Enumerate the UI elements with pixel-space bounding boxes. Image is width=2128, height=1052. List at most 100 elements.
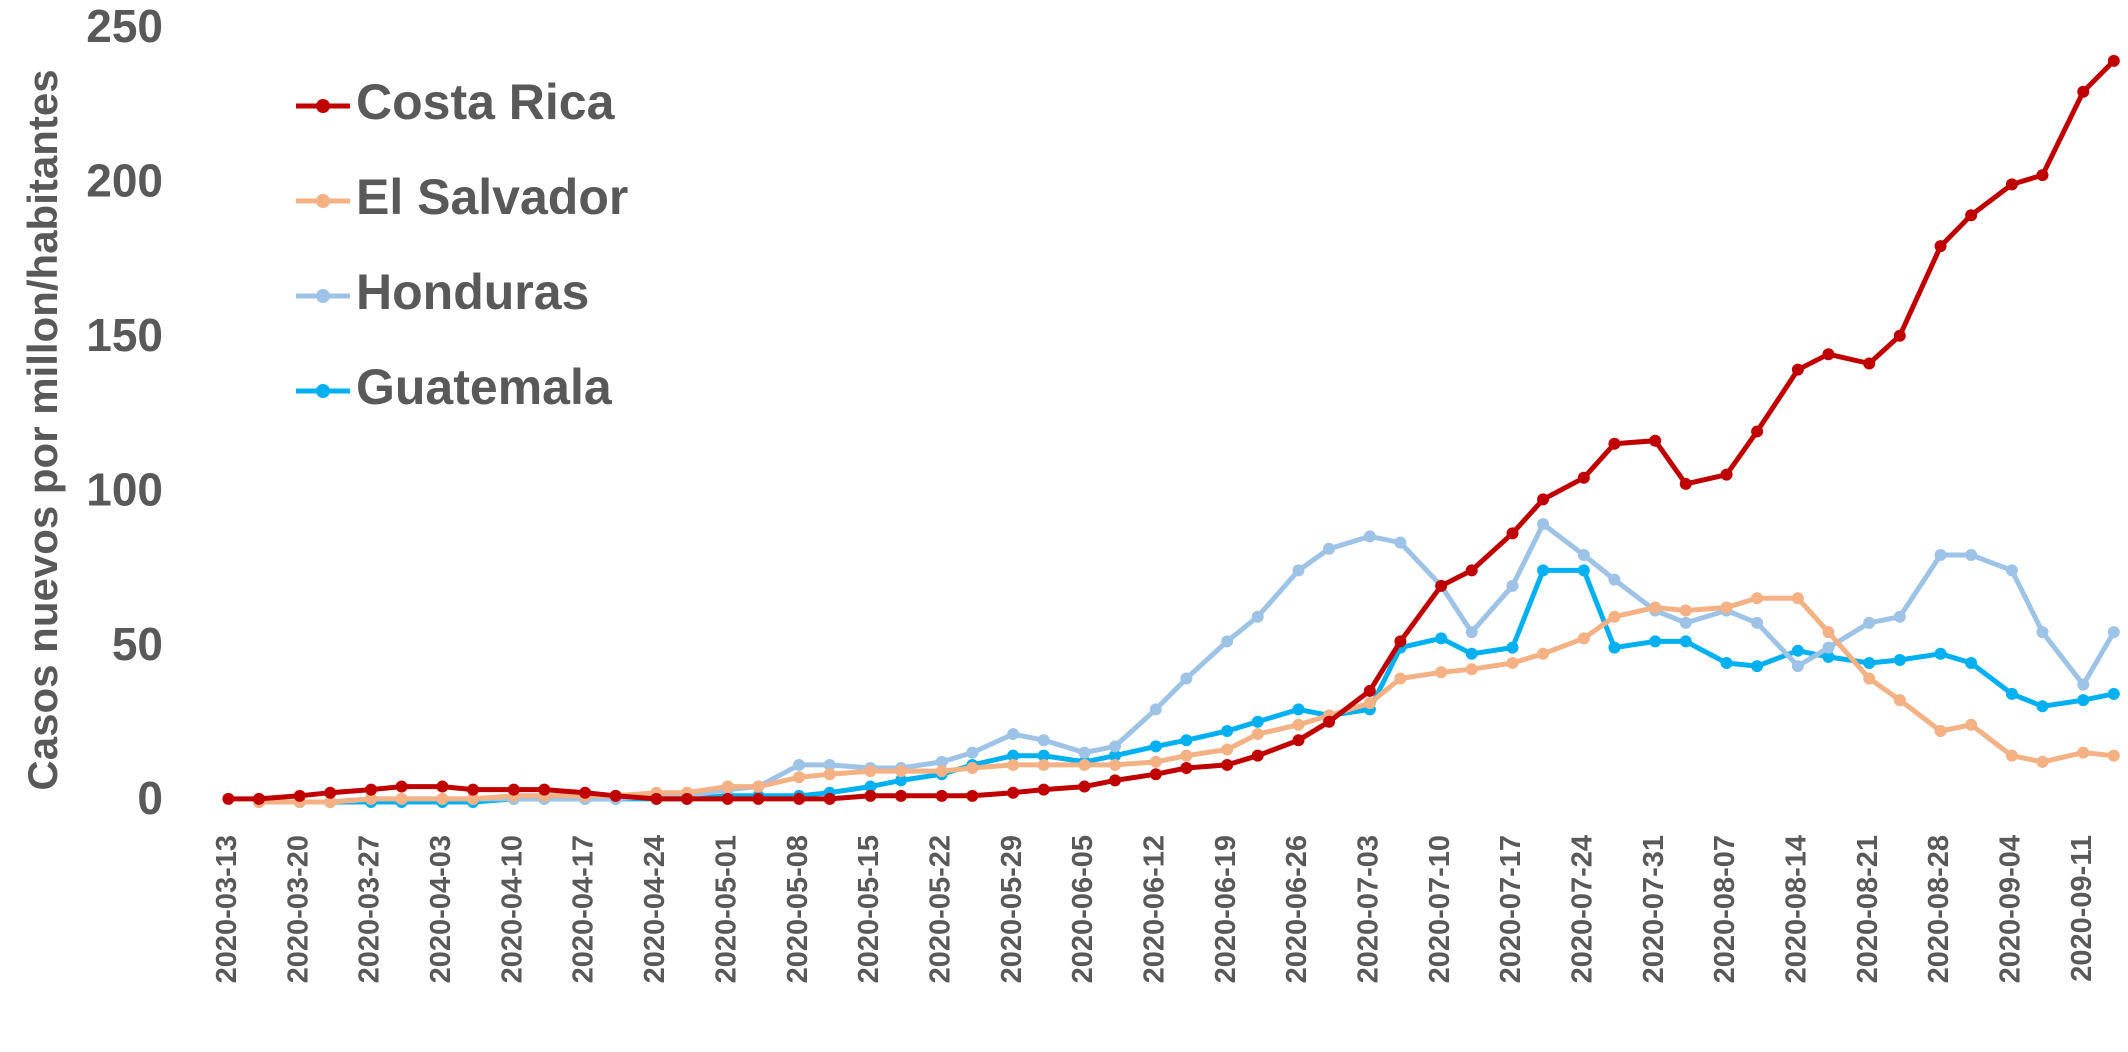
data-point <box>2077 85 2090 98</box>
data-point <box>1863 657 1876 670</box>
data-point <box>1109 749 1122 762</box>
x-tick-label: 2020-05-08 <box>782 835 814 983</box>
legend-label: Honduras <box>356 264 589 320</box>
x-tick-label: 2020-06-05 <box>1067 835 1099 983</box>
data-point <box>1751 592 1764 605</box>
data-point <box>1037 783 1050 796</box>
y-axis-label: Casos nuevos por millon/habitantes <box>19 69 66 790</box>
x-tick-label: 2020-04-10 <box>496 835 528 983</box>
data-point <box>1791 660 1804 673</box>
data-point <box>1394 536 1407 549</box>
data-point <box>1323 715 1336 728</box>
data-point <box>2077 678 2090 691</box>
data-point <box>1934 548 1947 561</box>
legend-marker <box>316 384 330 398</box>
data-point <box>2005 749 2018 762</box>
x-tick-label: 2020-06-12 <box>1138 835 1170 983</box>
y-tick-label: 100 <box>86 463 163 515</box>
data-point <box>324 786 337 799</box>
data-point <box>1292 703 1305 716</box>
data-point <box>609 789 622 802</box>
data-point <box>466 783 479 796</box>
data-point <box>1435 632 1448 645</box>
data-point <box>1078 780 1091 793</box>
data-point <box>1649 434 1662 447</box>
data-point <box>1506 641 1519 654</box>
legend-marker <box>316 99 330 113</box>
x-tick-label: 2020-06-19 <box>1210 835 1242 983</box>
y-tick-label: 0 <box>137 772 163 824</box>
x-tick-label: 2020-08-07 <box>1709 835 1741 983</box>
data-point <box>538 783 551 796</box>
data-point <box>365 792 378 805</box>
data-point <box>681 792 693 805</box>
x-tick-label: 2020-05-15 <box>853 835 885 983</box>
data-point <box>793 758 806 771</box>
data-point <box>752 792 765 805</box>
data-point <box>1822 650 1835 663</box>
data-point <box>1037 734 1050 747</box>
data-point <box>1863 616 1876 629</box>
data-point <box>895 765 908 778</box>
x-tick-label: 2020-09-04 <box>1995 835 2027 983</box>
data-point <box>1791 644 1804 657</box>
x-tick-label: 2020-05-22 <box>924 835 956 983</box>
data-point <box>436 780 449 793</box>
data-point <box>1292 564 1305 577</box>
data-point <box>324 796 337 808</box>
data-point <box>1965 718 1978 731</box>
data-point <box>1251 715 1264 728</box>
data-point <box>1506 527 1519 540</box>
data-point <box>1934 724 1947 737</box>
data-point <box>1363 684 1376 697</box>
x-tick-label: 2020-08-21 <box>1852 835 1884 983</box>
data-point <box>1863 357 1876 370</box>
data-point <box>1608 437 1621 450</box>
data-point <box>864 765 877 778</box>
data-point <box>793 792 806 805</box>
data-point <box>1751 425 1764 438</box>
data-point <box>1649 635 1662 648</box>
data-point <box>1506 579 1519 592</box>
data-point <box>1221 724 1234 737</box>
data-point <box>436 792 449 805</box>
data-point <box>2036 700 2049 713</box>
data-point <box>466 792 479 805</box>
data-point <box>1251 749 1264 762</box>
data-point <box>895 774 908 787</box>
data-point <box>1465 663 1478 676</box>
data-point <box>721 792 734 805</box>
data-point <box>966 762 979 775</box>
data-point <box>1822 348 1835 361</box>
data-point <box>2077 746 2090 759</box>
x-tick-label: 2020-07-31 <box>1638 835 1670 983</box>
data-point <box>1965 657 1978 670</box>
data-point <box>1893 694 1906 707</box>
data-point <box>1577 548 1590 561</box>
data-point <box>252 792 265 805</box>
data-point <box>1363 697 1376 710</box>
data-point <box>2005 564 2018 577</box>
data-point <box>1822 641 1835 654</box>
data-point <box>1180 672 1193 685</box>
data-point <box>1934 647 1947 660</box>
data-point <box>1893 653 1906 666</box>
data-point <box>1791 592 1804 605</box>
data-point <box>1149 740 1162 753</box>
x-tick-label: 2020-05-01 <box>710 835 742 983</box>
data-point <box>1679 477 1692 490</box>
data-point <box>293 789 306 802</box>
data-point <box>507 783 520 796</box>
data-point <box>1292 734 1305 747</box>
y-tick-label: 250 <box>86 0 163 52</box>
x-tick-label: 2020-03-27 <box>354 835 386 983</box>
legend-label: El Salvador <box>356 169 628 225</box>
data-point <box>1007 758 1020 771</box>
data-point <box>823 768 836 781</box>
legend-label: Guatemala <box>356 359 613 415</box>
x-tick-label: 2020-04-17 <box>568 835 600 983</box>
data-point <box>1109 740 1122 753</box>
data-point <box>823 792 836 805</box>
data-point <box>1078 758 1091 771</box>
